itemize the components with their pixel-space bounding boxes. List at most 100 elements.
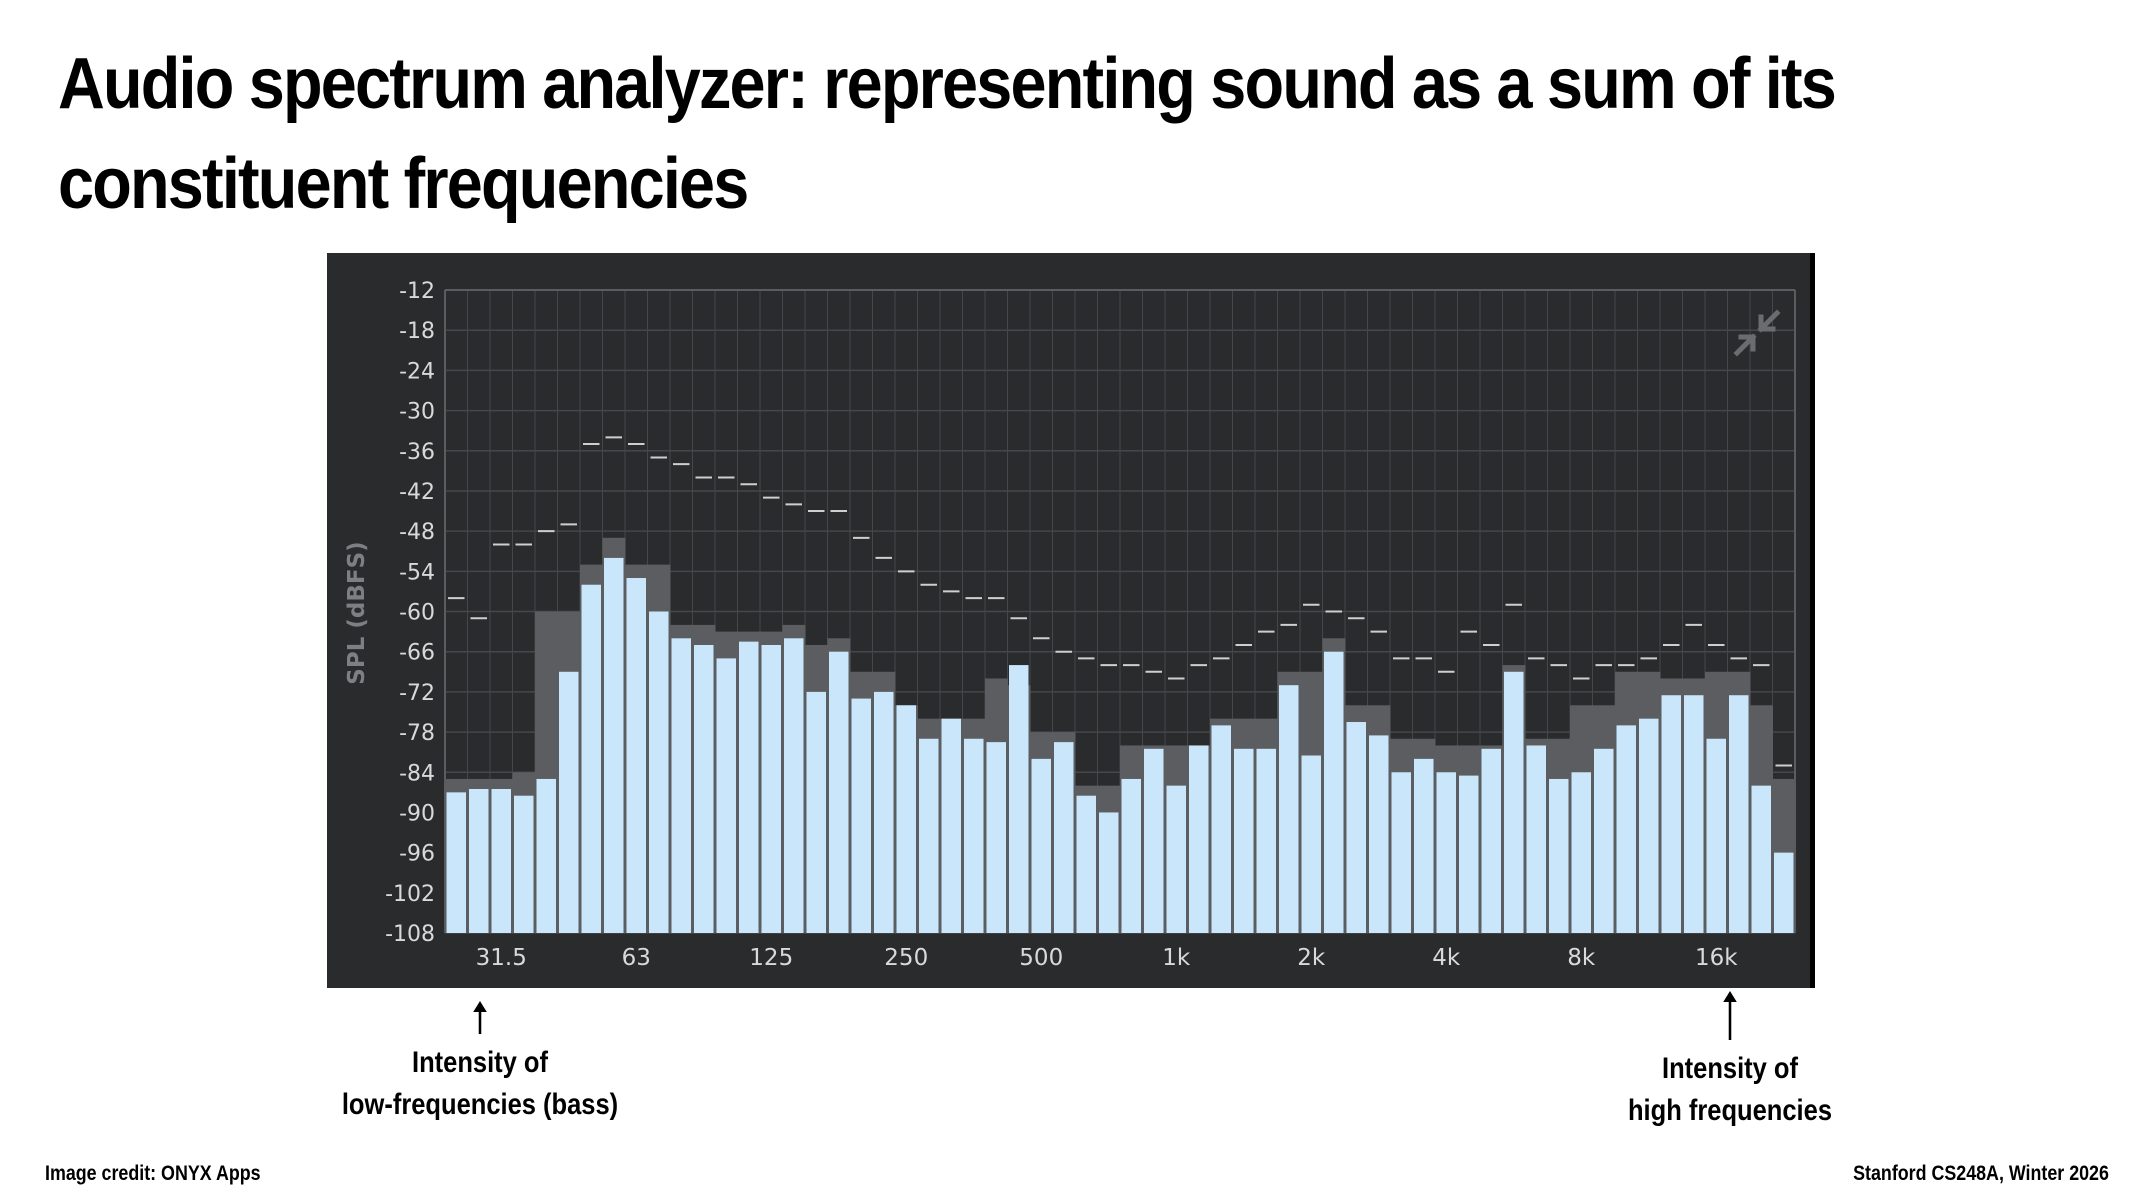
spectrum-bar [1549, 778, 1569, 933]
spectrum-bar [1076, 795, 1096, 933]
spectrum-analyzer-panel: -12 -18 -24 -30 -36 -42 -48 -54 -60 -66 -72 -78 -84 -… [327, 253, 1815, 988]
y-tick-label: -66 [399, 641, 435, 666]
spectrum-bar [1301, 755, 1321, 933]
y-tick-label: -60 [399, 601, 435, 626]
y-tick-label: -84 [399, 761, 435, 786]
spectrum-bar [1594, 748, 1614, 933]
x-tick-label: 2k [1297, 945, 1326, 971]
spectrum-bar [1234, 748, 1254, 933]
spectrum-bar [694, 644, 714, 933]
spectrum-bar [1189, 745, 1209, 933]
spectrum-bar [469, 788, 489, 933]
y-tick-label: -24 [399, 359, 435, 384]
spectrum-bar [784, 638, 804, 933]
spectrum-bar [1481, 748, 1501, 933]
spectrum-bar [1616, 725, 1636, 933]
slide-title: Audio spectrum analyzer: representing so… [58, 44, 1837, 224]
spectrum-chart: -12 -18 -24 -30 -36 -42 -48 -54 -60 -66 -72 -78 -84 -… [344, 279, 1796, 971]
y-tick-label: -54 [399, 560, 435, 585]
spectrum-bar [986, 742, 1006, 933]
spectrum-bar [1211, 725, 1231, 933]
spectrum-bar [491, 788, 511, 933]
spectrum-bar [829, 651, 849, 933]
spectrum-bar [1054, 742, 1074, 933]
spectrum-bar [1279, 685, 1299, 933]
spectrum-bar [1414, 758, 1434, 933]
spectrum-bar [1661, 695, 1681, 933]
spectrum-bar [1144, 748, 1164, 933]
x-tick-label: 4k [1432, 945, 1461, 971]
spectrum-bar [1751, 785, 1771, 933]
x-tick-label: 500 [1019, 945, 1063, 971]
spectrum-bar [1346, 722, 1366, 933]
spectrum-bar [604, 557, 624, 933]
course-label: Stanford CS248A, Winter 2026 [1853, 1162, 2109, 1185]
high-annotation-line-1: Intensity of [1661, 1052, 1798, 1085]
y-axis-label: SPL (dBFS) [344, 541, 370, 684]
spectrum-bar [874, 691, 894, 933]
spectrum-bar [1369, 735, 1389, 933]
spectrum-bar [671, 638, 691, 933]
up-arrow-icon [473, 1001, 487, 1034]
spectrum-bar [446, 792, 466, 933]
spectrum-bar [964, 738, 984, 933]
peak-markers-layer [448, 436, 1792, 767]
y-tick-label: -78 [399, 721, 435, 746]
spectrum-bar [1504, 671, 1524, 933]
spectrum-bar [1391, 772, 1411, 933]
spectrum-bar [649, 611, 669, 933]
x-tick-label: 63 [622, 945, 651, 971]
chart-frame [444, 289, 1796, 933]
up-arrow-icon [1723, 991, 1737, 1040]
y-tick-label: -90 [399, 801, 435, 826]
spectrum-bar [1706, 738, 1726, 933]
x-tick-label: 16k [1695, 945, 1738, 971]
y-tick-label: -12 [399, 279, 435, 304]
spectrum-bar [806, 691, 826, 933]
y-tick-label: -102 [385, 882, 435, 907]
spectrum-bar [1729, 695, 1749, 933]
x-tick-label: 31.5 [476, 945, 527, 971]
collapse-arrows-icon[interactable] [1733, 309, 1781, 357]
spectrum-bar [1459, 775, 1479, 933]
spectrum-bar [896, 705, 916, 933]
low-annotation-line-2: low-frequencies (bass) [341, 1088, 619, 1121]
y-tick-label: -96 [399, 842, 435, 867]
y-tick-labels: -12 -18 -24 -30 -36 -42 -48 -54 -60 -66 -72 -78 -84 -… [385, 279, 435, 947]
x-tick-label: 125 [749, 945, 793, 971]
spectrum-bar [739, 641, 759, 933]
spectrum-bar [1031, 758, 1051, 933]
y-tick-label: -18 [399, 319, 435, 344]
spectrum-bar [1774, 852, 1794, 933]
spectrum-bar [851, 698, 871, 933]
y-tick-label: -72 [399, 681, 435, 706]
spectrum-bar [1639, 718, 1659, 933]
image-credit: Image credit: ONYX Apps [45, 1162, 261, 1185]
spectrum-bar [761, 644, 781, 933]
x-tick-label: 8k [1567, 945, 1596, 971]
x-tick-label: 250 [884, 945, 928, 971]
high-frequency-annotation: Intensity of high frequencies [1603, 990, 1858, 1132]
spectrum-bar [716, 658, 736, 933]
spectrum-bar [1121, 778, 1141, 933]
y-tick-label: -30 [399, 400, 435, 425]
spectrum-bar [919, 738, 939, 933]
spectrum-bar [1009, 665, 1029, 933]
spectrum-bar [1571, 772, 1591, 933]
spectrum-bar [1526, 745, 1546, 933]
spectrum-bar [1436, 772, 1456, 933]
spectrum-bar [1099, 812, 1119, 933]
spectrum-bar [626, 578, 646, 933]
bars-layer [446, 557, 1794, 933]
x-tick-labels: 31.5 63 125 250 500 1k 2k 4k 8k 16k [476, 945, 1739, 971]
spectrum-bar [581, 584, 601, 933]
spectrum-bar [1684, 695, 1704, 933]
spectrum-bar [559, 671, 579, 933]
y-tick-label: -108 [385, 922, 435, 947]
spectrum-bar [1324, 651, 1344, 933]
spectrum-bar [1256, 748, 1276, 933]
high-annotation-line-2: high frequencies [1627, 1094, 1833, 1127]
low-annotation-line-1: Intensity of [411, 1046, 548, 1079]
spectrum-bar [536, 778, 556, 933]
x-tick-label: 1k [1162, 945, 1191, 971]
